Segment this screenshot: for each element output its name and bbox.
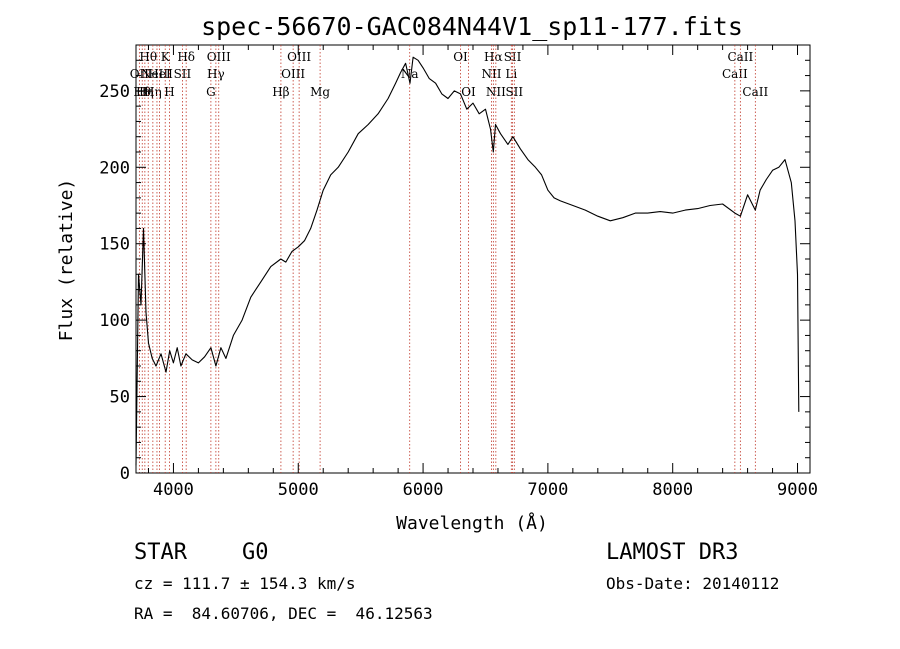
- spectral-line-label: Na: [401, 67, 419, 81]
- spectral-line-label: Hγ: [207, 67, 225, 81]
- y-tick-label: 0: [120, 464, 130, 484]
- x-axis-label: Wavelength (Å): [396, 512, 548, 534]
- redshift-cz: cz = 111.7 ± 154.3 km/s: [134, 574, 356, 593]
- x-tick-label: 4000: [153, 480, 194, 500]
- y-tick-label: 250: [99, 82, 130, 102]
- flux-series-line: [135, 56, 800, 466]
- spectral-line-label: Mg: [310, 85, 330, 99]
- y-tick-label: 50: [110, 388, 130, 408]
- x-axis: 4000 5000 6000 7000 8000 9000: [147, 45, 818, 500]
- x-tick-label: 5000: [278, 480, 319, 500]
- x-tick-label: 9000: [777, 480, 818, 500]
- spectral-line-label: CaII: [742, 85, 768, 99]
- spectral-line-label: Hβ: [272, 85, 289, 99]
- x-tick-label: 6000: [403, 480, 444, 500]
- spectral-line-label: OII: [130, 67, 150, 81]
- spectral-line-label: Hη: [144, 85, 162, 99]
- plot-area: OIIHθHηHθHηNeIIIHeIKHSIIHδGHγOIIIHβOIIIO…: [130, 44, 811, 474]
- spectral-line-label: K: [161, 50, 171, 64]
- plot-frame: [135, 44, 811, 474]
- spectral-line-label: CaII: [722, 67, 748, 81]
- y-axis-label: Flux (relative): [56, 179, 77, 342]
- x-tick-label: 8000: [652, 480, 693, 500]
- spectral-line-label: OIII: [207, 50, 231, 64]
- spectral-line-label: OI: [453, 50, 468, 64]
- spectral-line-label: OIII: [287, 50, 311, 64]
- spectral-line-label: OIII: [281, 67, 305, 81]
- y-tick-label: 100: [99, 311, 130, 331]
- y-tick-label: 150: [99, 235, 130, 255]
- y-tick-label: 200: [99, 158, 130, 178]
- spectral-class: STAR: [134, 540, 187, 565]
- spectral-line-label: H: [164, 85, 174, 99]
- spectral-line-label: OI: [461, 85, 476, 99]
- spectral-line-label: NII: [481, 67, 501, 81]
- ra-dec-coords: RA = 84.60706, DEC = 46.12563: [134, 604, 433, 623]
- spectral-line-label: Hη: [136, 85, 154, 99]
- spectral-line-label: NII: [486, 85, 506, 99]
- spectral-line-label: SII: [504, 50, 522, 64]
- spectral-line-label: G: [206, 85, 216, 99]
- spectral-line-label: Li: [505, 67, 517, 81]
- spectral-line-label: Hθ: [139, 50, 157, 64]
- spectral-line-label: SII: [505, 85, 523, 99]
- survey-name: LAMOST DR3: [606, 540, 739, 565]
- x-tick-label: 7000: [527, 480, 568, 500]
- spectral-line-label: CaII: [727, 50, 753, 64]
- spectral-line-label: HeI: [148, 67, 171, 81]
- obs-date: Obs-Date: 20140112: [606, 574, 780, 593]
- chart-title: spec-56670-GAC084N44V1_sp11-177.fits: [201, 12, 743, 41]
- spectral-line-label: Hδ: [177, 50, 195, 64]
- spectral-line-label: Hα: [484, 50, 503, 64]
- spectral-line-label: Hθ: [133, 85, 151, 99]
- y-axis: 0 50 100 150 200 250: [99, 59, 810, 484]
- spectral-subclass: G0: [242, 540, 269, 565]
- spectral-line-label: SII: [174, 67, 192, 81]
